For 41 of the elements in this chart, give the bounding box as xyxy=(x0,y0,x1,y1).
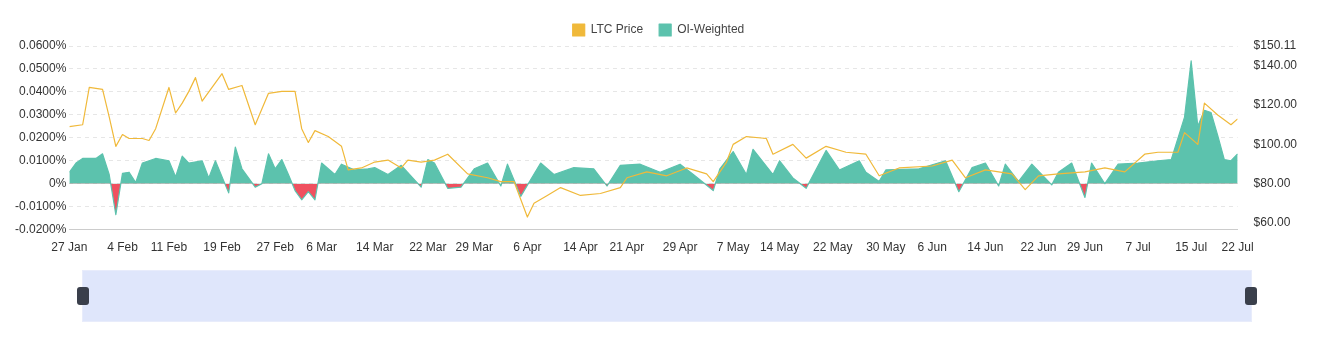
y-tick-label: -0.0200% xyxy=(14,221,67,236)
y-tick-label: 0% xyxy=(49,176,67,191)
x-tick-label: 14 May xyxy=(759,240,800,255)
x-tick-label: 21 Apr xyxy=(609,240,645,255)
y-tick-label: 0.0200% xyxy=(18,130,67,145)
x-tick-label: 7 May xyxy=(716,240,750,255)
y2-tick-label: $100.00 xyxy=(1253,136,1298,151)
x-tick-label: 6 Mar xyxy=(306,240,337,255)
x-tick-label: 22 Mar xyxy=(409,240,447,255)
x-tick-label: 22 Jun xyxy=(1020,240,1057,255)
y-tick-label: 0.0400% xyxy=(18,84,67,99)
legend-label: LTC Price xyxy=(590,22,644,37)
x-tick-label: 15 Jul xyxy=(1175,240,1208,255)
y-tick-label: 0.0600% xyxy=(18,38,67,53)
x-tick-label: 29 Jun xyxy=(1066,240,1103,255)
x-tick-label: 7 Jul xyxy=(1125,240,1151,255)
x-tick-label: 11 Feb xyxy=(150,240,188,255)
x-tick-label: 30 May xyxy=(866,240,906,255)
y2-tick-label: $140.00 xyxy=(1253,58,1298,73)
x-tick-label: 29 Apr xyxy=(662,240,698,255)
y-tick-label: 0.0500% xyxy=(18,61,67,76)
x-tick-label: 4 Feb xyxy=(107,240,139,255)
y2-tick-label: $60.00 xyxy=(1253,215,1291,230)
x-tick-label: 22 Jul xyxy=(1221,240,1254,255)
x-tick-label: 22 May xyxy=(813,240,853,255)
x-tick-label: 6 Jun xyxy=(917,240,947,255)
x-tick-label: 6 Apr xyxy=(513,240,542,255)
y2-tick-label: $150.11 xyxy=(1253,38,1297,53)
y-tick-label: 0.0300% xyxy=(18,107,67,122)
y2-tick-label: $80.00 xyxy=(1253,175,1291,190)
x-tick-label: 29 Mar xyxy=(455,240,493,255)
y2-tick-label: $120.00 xyxy=(1253,97,1298,112)
legend-label: OI-Weighted xyxy=(677,22,745,37)
x-tick-label: 27 Feb xyxy=(256,240,295,255)
x-tick-label: 14 Mar xyxy=(356,240,394,255)
x-tick-label: 27 Jan xyxy=(51,240,88,255)
y-tick-label: 0.0100% xyxy=(18,153,67,168)
x-tick-label: 14 Apr xyxy=(563,240,598,255)
x-tick-label: 14 Jun xyxy=(967,240,1004,255)
y-tick-label: -0.0100% xyxy=(14,198,67,213)
x-tick-label: 19 Feb xyxy=(203,240,242,255)
